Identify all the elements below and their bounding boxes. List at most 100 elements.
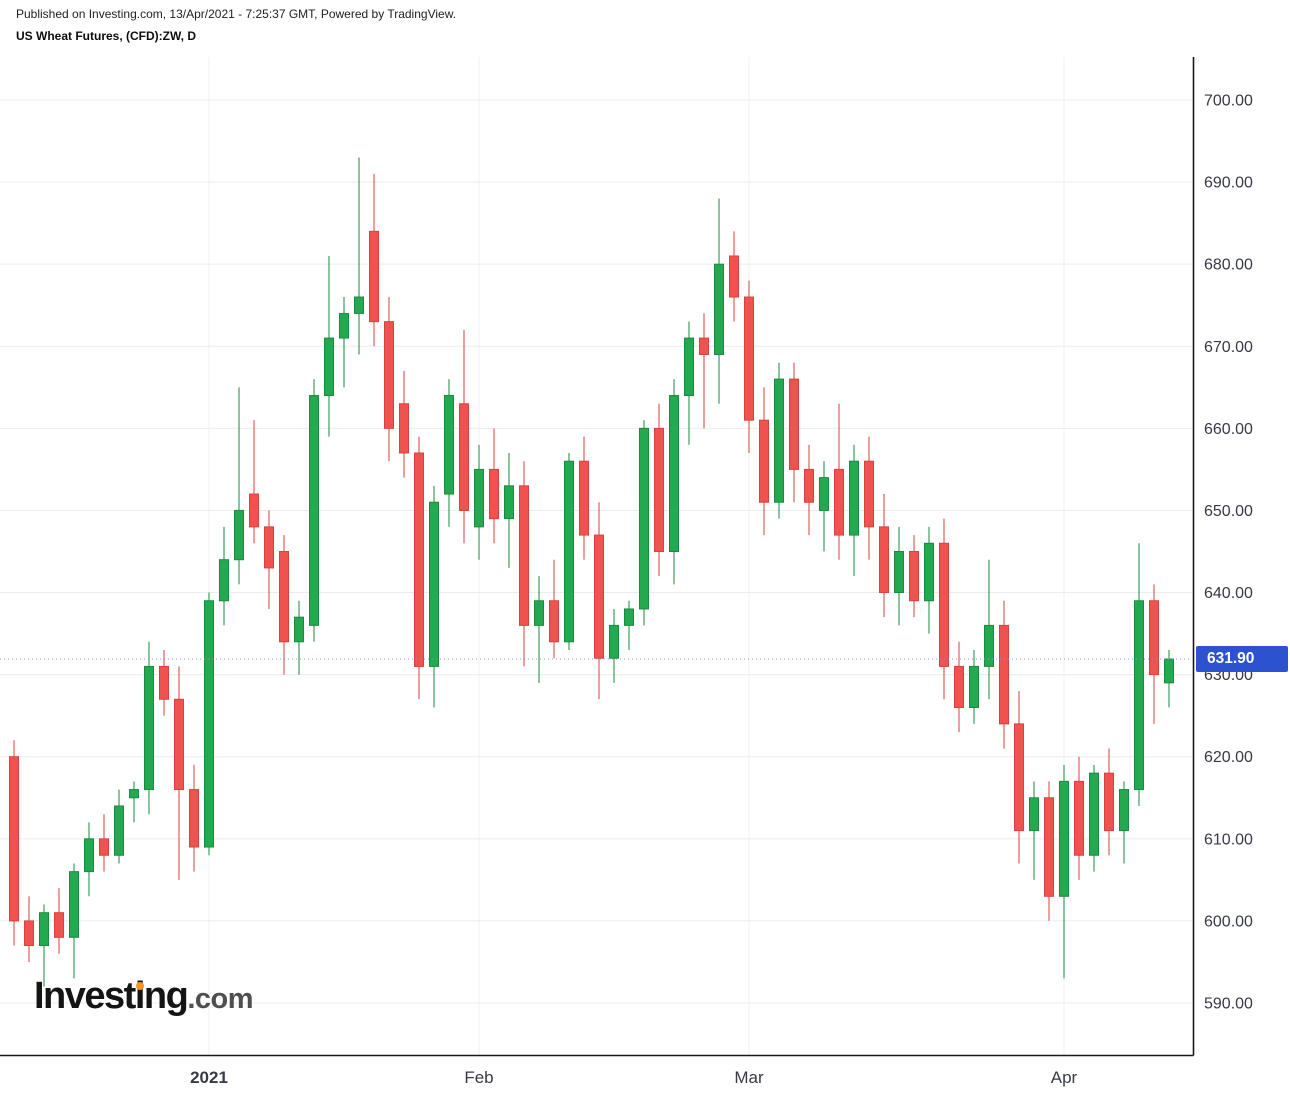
candle-body <box>699 337 709 355</box>
y-axis-label: 660.00 <box>1204 421 1253 438</box>
candle-body <box>684 337 694 397</box>
candle <box>999 600 1009 749</box>
candle <box>879 494 889 618</box>
candle <box>564 452 574 651</box>
candle <box>549 559 559 659</box>
candle-body <box>1089 772 1099 856</box>
candle <box>69 863 79 979</box>
candle-body <box>294 616 304 643</box>
candle-body <box>354 296 364 314</box>
candle-body <box>1059 780 1069 897</box>
candle <box>909 535 919 618</box>
y-axis-label: 670.00 <box>1204 339 1253 356</box>
candle-body <box>129 789 139 799</box>
candle-body <box>114 805 124 856</box>
y-axis-label: 700.00 <box>1204 93 1253 110</box>
logo-text-part2-wrap: ing <box>135 975 189 1017</box>
candle-body <box>909 551 919 602</box>
candle-body <box>894 551 904 594</box>
candle <box>114 789 124 864</box>
candle <box>789 362 799 503</box>
candle <box>1119 781 1129 864</box>
candle-body <box>9 756 19 922</box>
candle-body <box>954 665 964 708</box>
candle-body <box>609 624 619 659</box>
candle-body <box>1149 600 1159 676</box>
y-axis-label: 680.00 <box>1204 257 1253 274</box>
candle-body <box>789 378 799 470</box>
candle-body <box>84 838 94 873</box>
candle-body <box>774 378 784 503</box>
candle <box>744 280 754 453</box>
candle-body <box>624 608 634 626</box>
candle-body <box>459 403 469 511</box>
candle <box>234 387 244 585</box>
candle-body <box>204 600 214 848</box>
candle <box>84 822 94 897</box>
candle-body <box>1134 600 1144 791</box>
candle <box>144 641 154 815</box>
candle <box>954 641 964 733</box>
candle-body <box>504 485 514 520</box>
candle <box>9 740 19 946</box>
candle <box>489 428 499 544</box>
candle <box>399 370 409 478</box>
candle-body <box>669 395 679 553</box>
candle-body <box>639 427 649 610</box>
candle-body <box>759 419 769 503</box>
candle <box>324 255 334 437</box>
candle-body <box>39 912 49 947</box>
candle-body <box>219 559 229 602</box>
logo-suffix: .com <box>187 983 253 1015</box>
candle-body <box>714 263 724 355</box>
candle <box>969 650 979 724</box>
candle-body <box>384 321 394 429</box>
candle <box>834 403 844 560</box>
candle <box>894 526 904 626</box>
candle-body <box>594 534 604 659</box>
candle <box>579 436 589 560</box>
candle <box>474 444 484 560</box>
candle <box>354 157 364 355</box>
y-axis-label: 650.00 <box>1204 503 1253 520</box>
candle-body <box>564 460 574 643</box>
candle <box>729 231 739 322</box>
candle-body <box>654 427 664 553</box>
candle <box>1134 543 1144 806</box>
candle <box>609 608 619 683</box>
candle-body <box>924 542 934 602</box>
candle <box>264 510 274 609</box>
y-axis-label: 690.00 <box>1204 175 1253 192</box>
candle <box>864 436 874 560</box>
candle <box>204 592 214 856</box>
candle-body <box>399 403 409 454</box>
candle-body <box>369 230 379 323</box>
candle <box>519 461 529 667</box>
candle-body <box>744 296 754 421</box>
candle-body <box>1044 797 1054 897</box>
candle-body <box>234 509 244 561</box>
candle-body <box>474 468 484 528</box>
candle-body <box>984 624 994 667</box>
candle <box>1074 756 1084 880</box>
candle-body <box>849 460 859 536</box>
candle <box>429 485 439 708</box>
candle-body <box>879 526 889 594</box>
candle <box>939 518 949 700</box>
candle <box>684 321 694 445</box>
candle <box>129 781 139 823</box>
candle <box>669 379 679 585</box>
candle <box>174 666 184 880</box>
candle-body <box>1014 723 1024 832</box>
candle <box>159 650 169 716</box>
candle-body <box>69 871 79 938</box>
published-line: Published on Investing.com, 13/Apr/2021 … <box>16 7 457 21</box>
candle-body <box>489 468 499 520</box>
candle <box>819 461 829 552</box>
candle-body <box>534 600 544 626</box>
candle <box>759 387 769 536</box>
x-axis-label: Mar <box>734 1068 764 1087</box>
candle <box>1059 764 1069 979</box>
